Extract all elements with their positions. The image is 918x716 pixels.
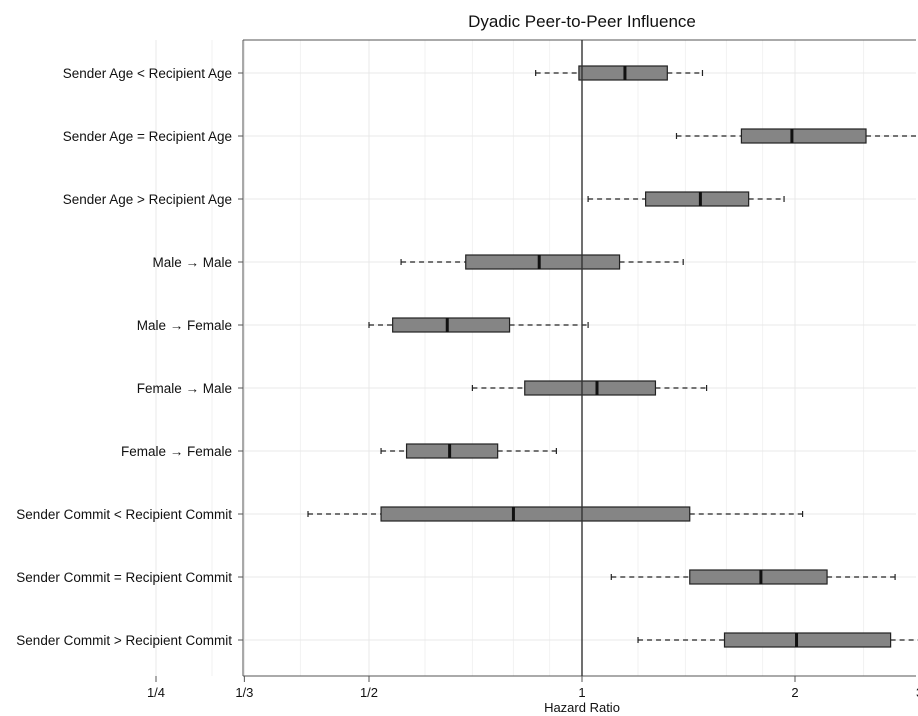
x-tick-label: 1/3: [235, 685, 253, 700]
box-4: [400, 254, 684, 270]
iqr-box: [380, 506, 691, 522]
category-label: Sender Commit > Recipient Commit: [16, 633, 232, 648]
x-tick-label: 2: [791, 685, 798, 700]
category-label: Sender Age > Recipient Age: [63, 192, 232, 207]
category-label: Sender Commit < Recipient Commit: [16, 507, 232, 522]
iqr-box: [723, 632, 892, 648]
box-2: [675, 128, 918, 144]
box-10: [637, 632, 918, 648]
grid: [155, 40, 916, 676]
iqr-box: [405, 443, 499, 459]
category-label: Male → Female: [137, 318, 232, 333]
x-axis: 1/41/31/21234: [147, 39, 918, 700]
iqr-box: [392, 317, 511, 333]
x-axis-label: Hazard Ratio: [544, 700, 620, 715]
category-label: Female → Female: [121, 444, 232, 459]
box-9: [610, 569, 896, 585]
box-7: [380, 443, 557, 459]
category-labels: Sender Age < Recipient Age Sender Age = R…: [16, 66, 232, 648]
x-tick-label: 1/4: [147, 685, 165, 700]
iqr-box: [740, 128, 867, 144]
chart-title: Dyadic Peer-to-Peer Influence: [468, 12, 696, 31]
box-3: [587, 191, 785, 207]
box-5: [368, 317, 589, 333]
x-tick-label: 1/2: [360, 685, 378, 700]
x-tick-label: 1: [578, 685, 585, 700]
category-label: Female → Male: [137, 381, 232, 396]
box-6: [471, 380, 708, 396]
iqr-box: [578, 65, 668, 81]
box-8: [307, 506, 804, 522]
iqr-box: [645, 191, 750, 207]
category-label: Sender Age = Recipient Age: [63, 129, 232, 144]
iqr-box: [689, 569, 828, 585]
box-1: [535, 65, 704, 81]
iqr-box: [465, 254, 621, 270]
category-label: Male → Male: [152, 255, 232, 270]
category-label: Sender Commit = Recipient Commit: [16, 570, 232, 585]
category-label: Sender Age < Recipient Age: [63, 66, 232, 81]
iqr-box: [524, 380, 657, 396]
x-tick-label: 3: [916, 685, 918, 700]
boxes: [307, 65, 918, 648]
